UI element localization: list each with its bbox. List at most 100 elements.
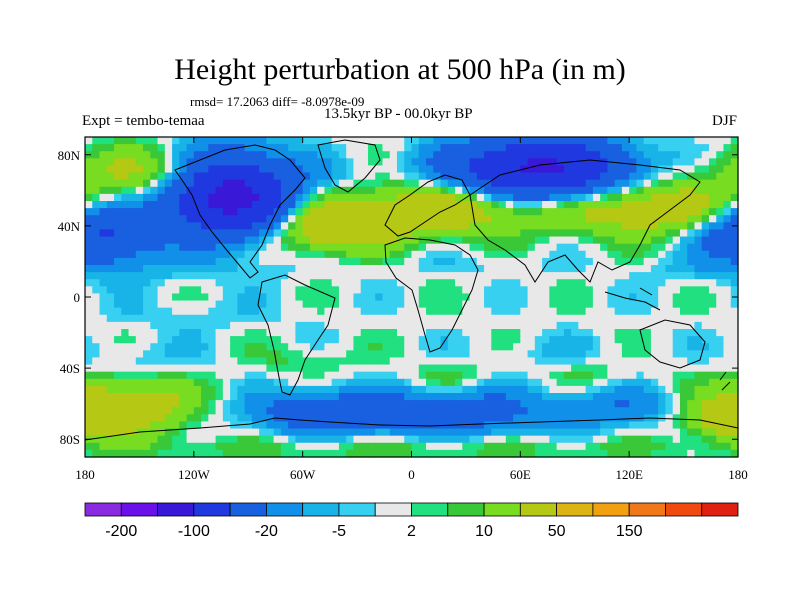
field-cell xyxy=(157,421,166,430)
field-cell xyxy=(585,421,594,430)
field-cell xyxy=(143,165,151,174)
field-cell xyxy=(578,321,587,330)
field-cell xyxy=(92,208,101,216)
field-cell xyxy=(426,442,434,451)
field-cell xyxy=(222,286,231,295)
field-cell xyxy=(730,307,739,316)
field-cell xyxy=(687,257,696,266)
field-cell xyxy=(106,442,115,451)
field-cell xyxy=(404,357,413,366)
field-cell xyxy=(513,314,521,323)
field-cell xyxy=(520,215,529,223)
field-cell xyxy=(324,393,333,401)
field-cell xyxy=(179,265,188,273)
field-cell xyxy=(331,343,340,351)
field-cell xyxy=(571,137,579,145)
field-cell xyxy=(687,179,696,188)
field-cell xyxy=(708,179,717,188)
field-cell xyxy=(280,243,289,252)
field-cell xyxy=(367,407,376,415)
field-cell xyxy=(520,137,529,145)
field-cell xyxy=(266,378,275,387)
field-cell xyxy=(360,179,369,188)
field-cell xyxy=(549,357,558,366)
field-cell xyxy=(687,243,696,252)
field-cell xyxy=(309,179,318,188)
field-cell xyxy=(346,201,355,209)
field-cell xyxy=(520,229,529,238)
field-cell xyxy=(556,243,565,252)
field-cell xyxy=(621,222,630,231)
field-cell xyxy=(571,314,579,323)
field-cell xyxy=(150,236,159,245)
field-cell xyxy=(621,350,630,359)
field-cell xyxy=(382,329,391,337)
field-cell xyxy=(251,442,260,451)
field-cell xyxy=(338,371,347,380)
field-cell xyxy=(571,257,579,266)
field-cell xyxy=(201,257,209,266)
field-cell xyxy=(701,215,710,223)
field-cell xyxy=(106,243,115,252)
field-cell xyxy=(302,243,311,252)
field-cell xyxy=(585,350,594,359)
field-cell xyxy=(164,442,173,451)
field-cell xyxy=(723,186,732,195)
field-cell xyxy=(687,407,696,415)
field-cell xyxy=(222,435,231,444)
field-cell xyxy=(716,279,725,287)
field-cell xyxy=(476,371,485,380)
field-cell xyxy=(201,165,209,174)
field-cell xyxy=(636,158,645,167)
field-cell xyxy=(592,229,601,238)
field-cell xyxy=(418,435,427,444)
field-cell xyxy=(455,179,463,188)
field-cell xyxy=(498,336,507,344)
field-cell xyxy=(143,215,151,223)
field-cell xyxy=(346,215,355,223)
field-cell xyxy=(592,215,601,223)
field-cell xyxy=(338,186,347,195)
field-cell xyxy=(614,151,623,159)
field-cell xyxy=(433,279,442,287)
field-cell xyxy=(556,378,565,387)
field-cell xyxy=(360,336,369,344)
field-cell xyxy=(106,201,115,209)
field-cell xyxy=(658,215,667,223)
field-cell xyxy=(353,229,362,238)
field-cell xyxy=(309,329,318,337)
field-cell xyxy=(302,364,311,373)
field-cell xyxy=(237,151,246,159)
field-cell xyxy=(237,385,246,394)
field-cell xyxy=(469,442,478,451)
field-cell xyxy=(288,371,297,380)
field-cell xyxy=(338,165,347,174)
field-cell xyxy=(694,307,703,316)
field-cell xyxy=(426,229,434,238)
field-cell xyxy=(585,165,594,174)
field-cell xyxy=(484,186,492,195)
field-cell xyxy=(375,137,384,145)
field-cell xyxy=(251,378,260,387)
field-cell xyxy=(433,449,442,458)
field-cell xyxy=(672,293,681,302)
field-cell xyxy=(353,208,362,216)
field-cell xyxy=(498,165,507,174)
field-cell xyxy=(433,222,442,231)
field-cell xyxy=(389,329,398,337)
field-cell xyxy=(179,435,188,444)
field-cell xyxy=(230,442,238,451)
field-cell xyxy=(636,442,645,451)
colorbar: -200 -100 -20 -5 2 10 50 150 xyxy=(84,502,739,540)
field-cell xyxy=(505,193,514,202)
field-cell xyxy=(331,336,340,344)
field-cell xyxy=(150,336,159,344)
field-cell xyxy=(730,421,739,430)
field-cell xyxy=(295,357,304,366)
field-cell xyxy=(150,158,159,167)
field-cell xyxy=(172,393,180,401)
field-cell xyxy=(498,250,507,259)
field-cell xyxy=(534,449,543,458)
field-cell xyxy=(418,186,427,195)
field-cell xyxy=(324,172,333,181)
